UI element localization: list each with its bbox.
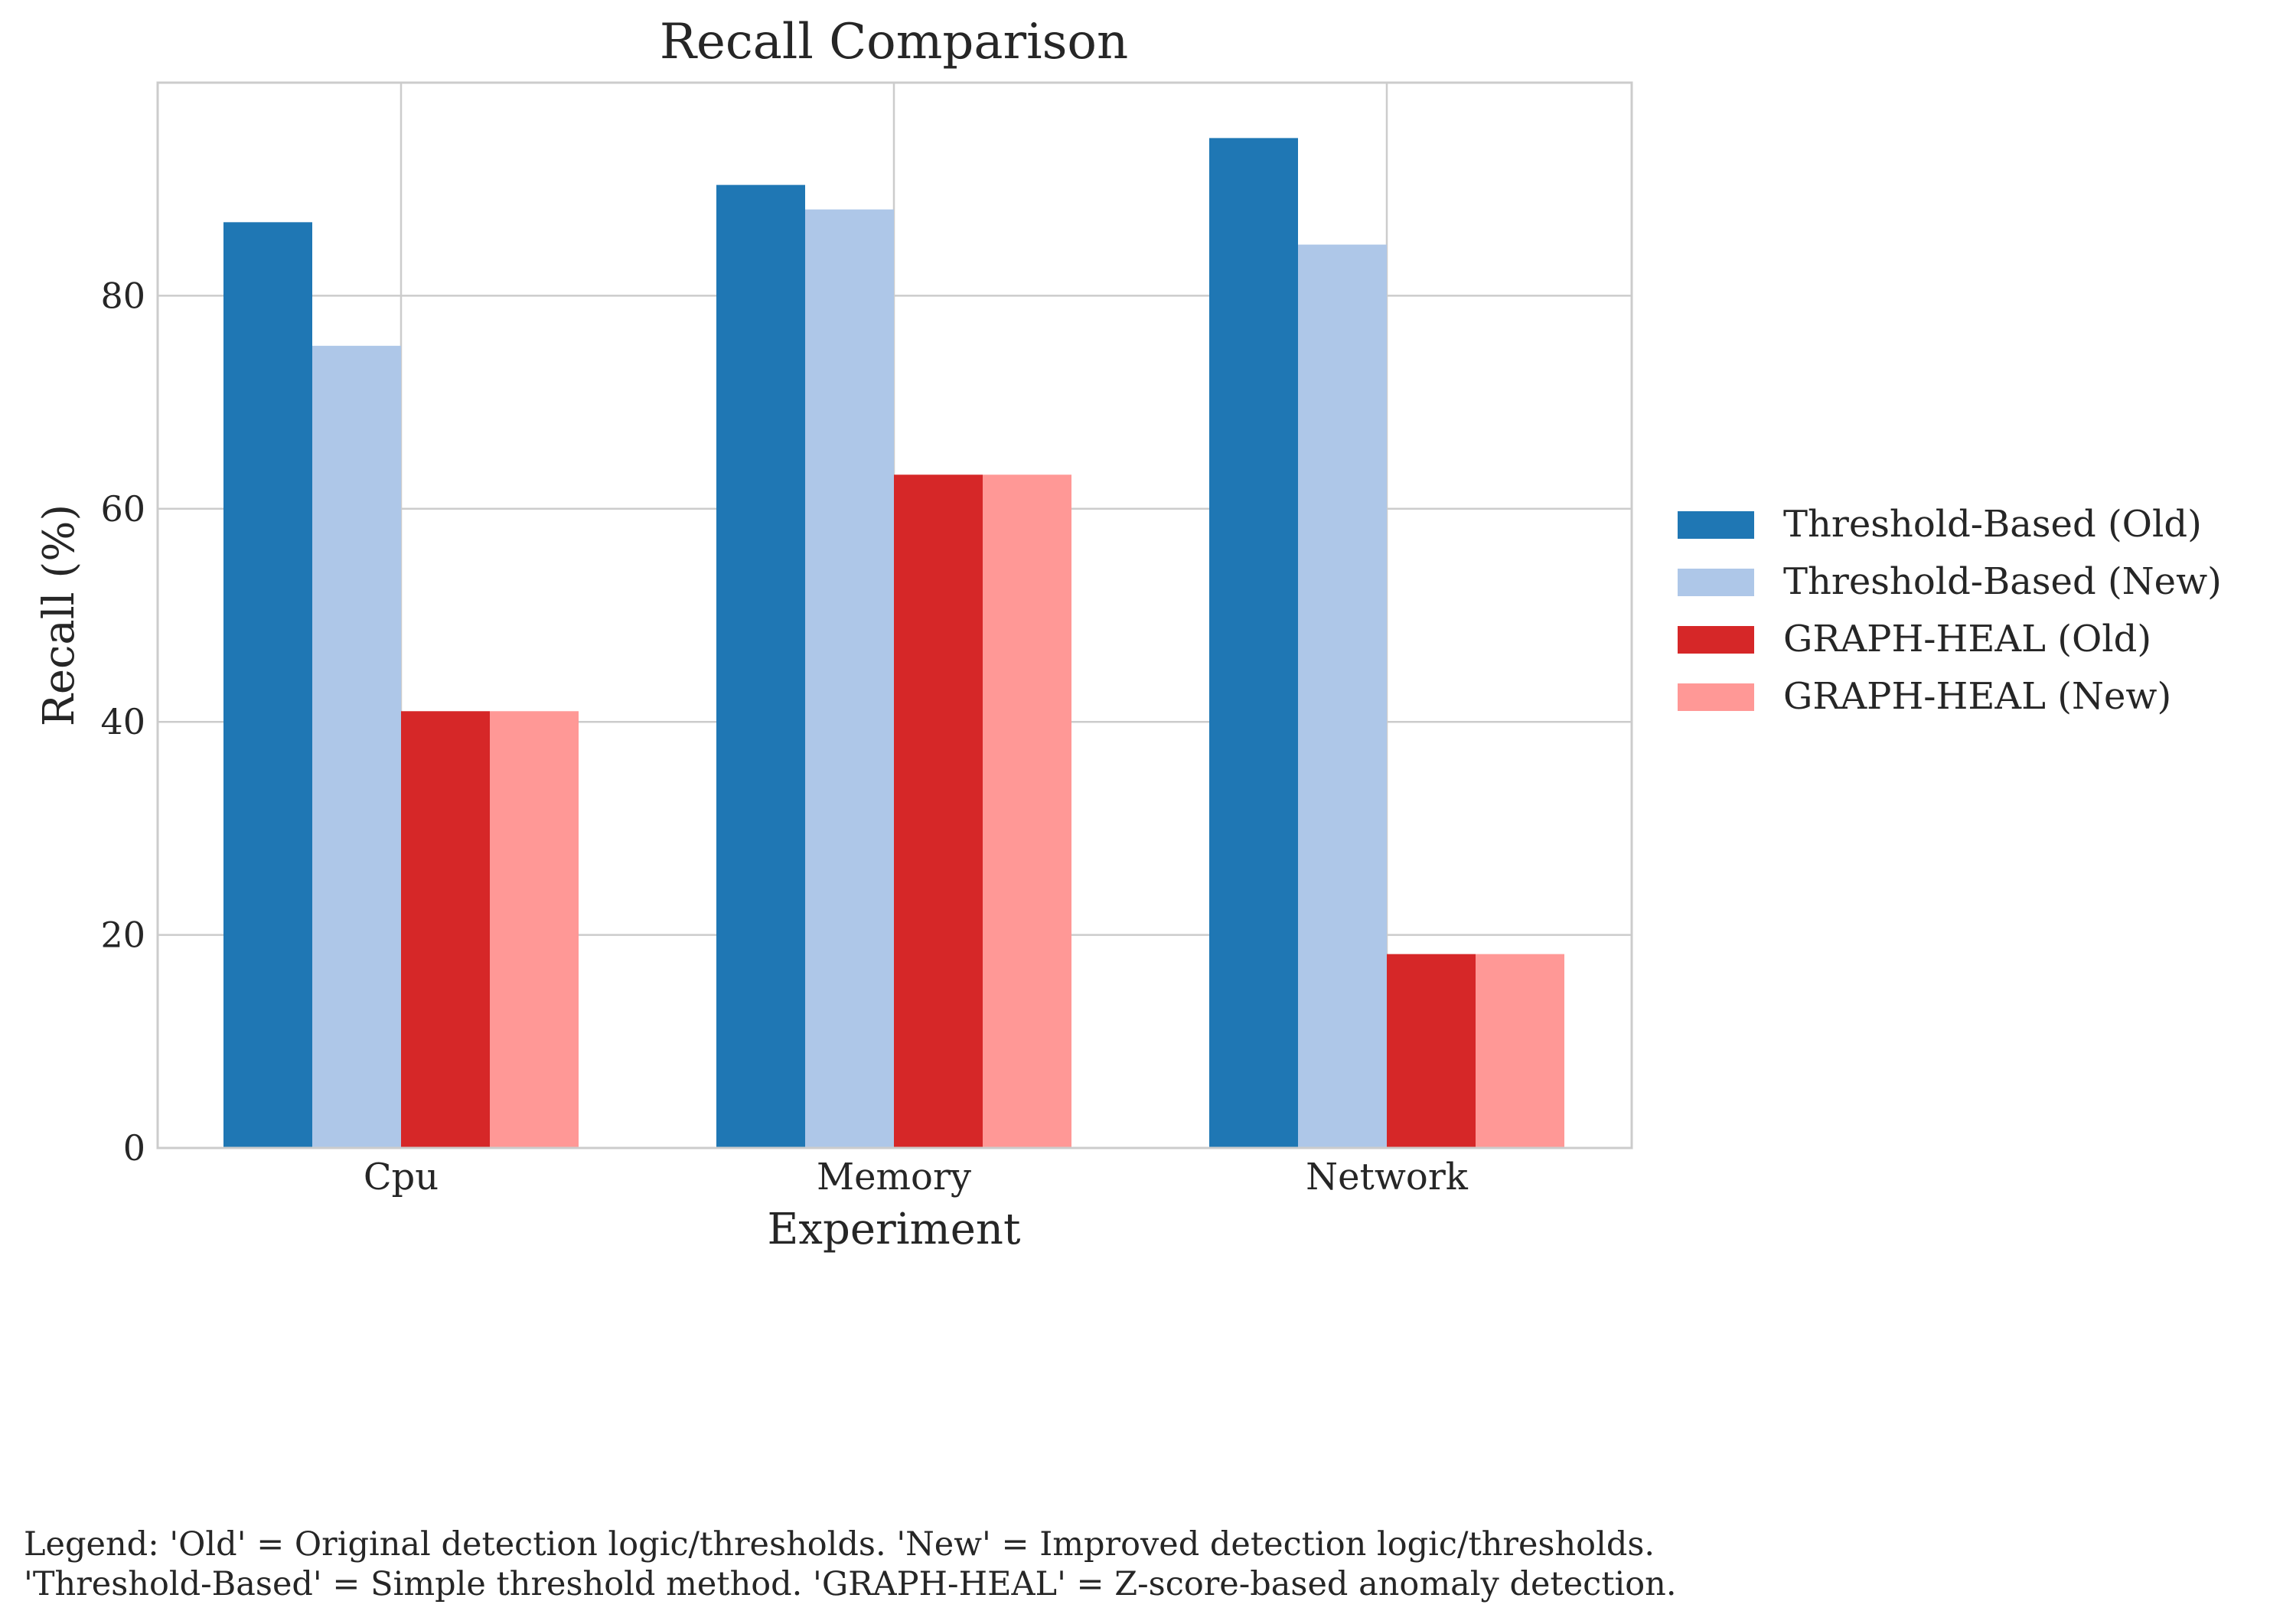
plot-frame bbox=[156, 81, 1633, 1150]
bar-network-3 bbox=[1476, 954, 1564, 1148]
y-tick-label: 80 bbox=[100, 275, 145, 316]
footnote-line-1: Legend: 'Old' = Original detection logic… bbox=[24, 1525, 1655, 1564]
bars bbox=[223, 138, 1564, 1149]
bar-cpu-3 bbox=[490, 711, 579, 1148]
bar-cpu-2 bbox=[401, 711, 490, 1148]
x-axis-label: Experiment bbox=[768, 1205, 1021, 1254]
x-tick-labels: Cpu Memory Network bbox=[364, 1156, 1469, 1198]
y-axis-label: Recall (%) bbox=[34, 504, 84, 727]
bar-cpu-0 bbox=[223, 222, 312, 1148]
y-tick-label: 40 bbox=[100, 701, 145, 742]
legend-label: GRAPH-HEAL (Old) bbox=[1783, 618, 2151, 660]
x-tick-label: Cpu bbox=[364, 1156, 439, 1198]
legend-swatch bbox=[1678, 511, 1754, 539]
legend: Threshold-Based (Old) Threshold-Based (Ne… bbox=[1678, 503, 2222, 718]
bar-memory-3 bbox=[983, 474, 1071, 1148]
bar-cpu-1 bbox=[312, 345, 401, 1149]
y-tick-label: 0 bbox=[123, 1127, 145, 1169]
bar-memory-0 bbox=[716, 184, 805, 1149]
y-tick-label: 60 bbox=[100, 488, 145, 530]
legend-swatch bbox=[1678, 569, 1754, 596]
x-tick-label: Memory bbox=[817, 1156, 971, 1198]
legend-label: Threshold-Based (Old) bbox=[1783, 503, 2202, 546]
y-tick-labels: 0 20 40 60 80 bbox=[100, 275, 145, 1169]
bar-memory-2 bbox=[894, 474, 983, 1148]
bar-network-2 bbox=[1387, 954, 1476, 1148]
footnote-line-2: 'Threshold-Based' = Simple threshold met… bbox=[24, 1565, 1677, 1603]
bar-network-0 bbox=[1209, 138, 1298, 1148]
bar-memory-1 bbox=[805, 209, 894, 1149]
legend-swatch bbox=[1678, 683, 1754, 711]
chart-title: Recall Comparison bbox=[660, 14, 1128, 70]
bar-network-1 bbox=[1298, 244, 1387, 1149]
legend-swatch bbox=[1678, 626, 1754, 654]
legend-label: GRAPH-HEAL (New) bbox=[1783, 675, 2171, 718]
legend-label: Threshold-Based (New) bbox=[1783, 560, 2222, 603]
x-tick-label: Network bbox=[1306, 1156, 1469, 1198]
y-tick-label: 20 bbox=[100, 915, 145, 956]
